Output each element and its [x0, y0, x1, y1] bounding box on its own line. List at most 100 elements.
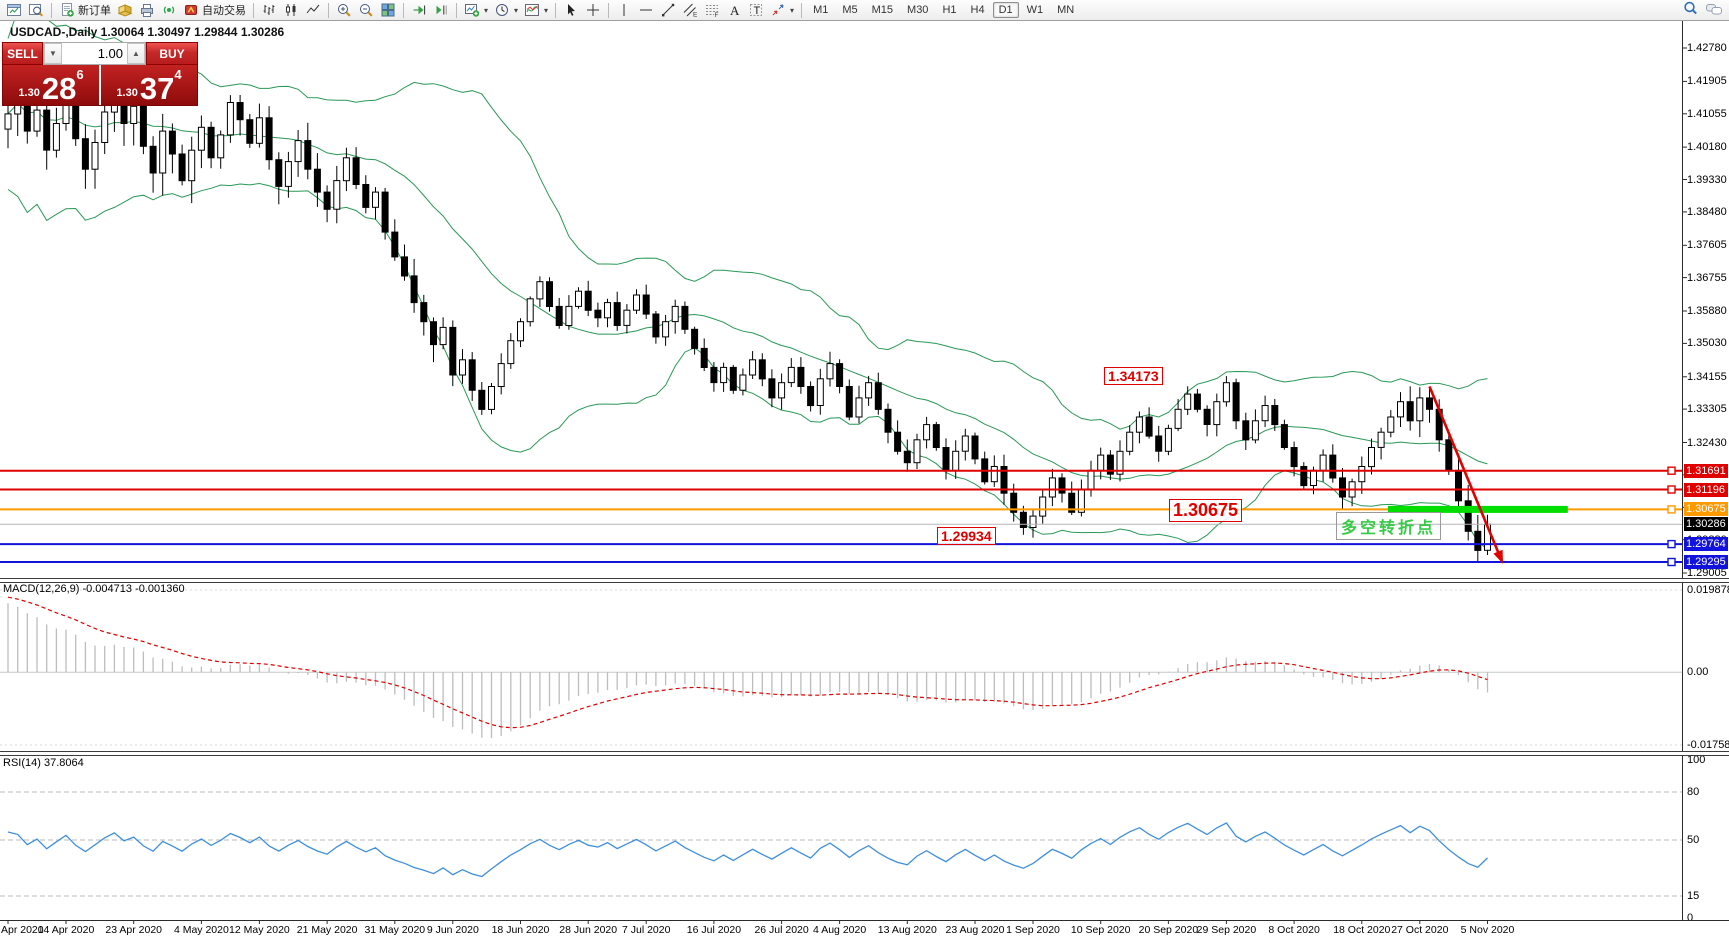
candle-body — [575, 290, 582, 307]
annotation-turning-point-label[interactable]: 多空转折点 — [1336, 512, 1442, 540]
timeframe-m30[interactable]: M30 — [907, 4, 929, 16]
sell-price-main: 28 — [41, 70, 77, 106]
new-order-button[interactable]: 新订单 — [56, 1, 114, 19]
date-label: 18 Oct 2020 — [1333, 924, 1391, 936]
candle-body — [710, 366, 718, 384]
candle-body — [1019, 511, 1027, 528]
tile-windows-icon[interactable] — [377, 1, 399, 19]
sell-price-prefix: 1.30 — [18, 87, 40, 99]
trend-arrow-line[interactable] — [1428, 386, 1503, 561]
crosshair-icon[interactable] — [582, 1, 604, 19]
bollinger-upper-band[interactable] — [7, 11, 1488, 430]
green-zone-bar[interactable] — [1387, 505, 1568, 513]
text-label-icon[interactable]: T — [745, 1, 767, 19]
annotation-support-price-label[interactable]: 1.30675 — [1169, 499, 1243, 522]
bollinger-lower-band[interactable] — [7, 182, 1488, 550]
candle-body — [1445, 439, 1453, 471]
timeframe-m5[interactable]: M5 — [842, 4, 858, 16]
candle-body — [1068, 492, 1076, 513]
metaeditor-icon[interactable] — [114, 1, 136, 19]
buy-price[interactable]: 1.30 37 4 — [101, 65, 197, 105]
search-icon[interactable] — [1682, 0, 1699, 20]
timeframe-d1[interactable]: D1 — [992, 2, 1019, 18]
timeframe-m1[interactable]: M1 — [813, 4, 829, 16]
candle-body — [526, 298, 534, 323]
auto-scroll-icon[interactable] — [408, 1, 430, 19]
candle-body — [1387, 416, 1395, 433]
line-handle[interactable] — [1667, 557, 1676, 567]
price-tick: 1.29005 — [1687, 567, 1727, 580]
candle-body — [1222, 382, 1230, 403]
candle-body — [671, 305, 679, 323]
sell-price[interactable]: 1.30 28 6 — [3, 65, 99, 105]
date-label: 16 Jul 2020 — [686, 924, 742, 936]
toolbar-separator — [253, 2, 254, 18]
bid-ask-display: 1.30 28 6 1.30 37 4 — [2, 65, 198, 106]
sell-button[interactable]: SELL — [2, 42, 43, 65]
arrow-objects-button[interactable]: ▾ — [767, 1, 797, 19]
signal-icon[interactable] — [158, 1, 180, 19]
candle-body — [304, 140, 312, 170]
zoom-out-icon[interactable] — [355, 1, 377, 19]
line-chart-icon[interactable] — [302, 1, 324, 19]
chart-window-icon[interactable] — [3, 1, 25, 19]
timeframe-mn[interactable]: MN — [1057, 4, 1075, 16]
new-chart-button[interactable]: ▾ — [461, 1, 491, 19]
line-handle[interactable] — [1667, 485, 1676, 494]
timeframe-m15[interactable]: M15 — [871, 4, 894, 16]
candlestick-chart-icon[interactable] — [280, 1, 302, 19]
vertical-line-icon[interactable] — [613, 1, 635, 19]
bollinger-middle-band[interactable] — [7, 102, 1488, 480]
line-handle[interactable] — [1667, 505, 1676, 514]
text-icon[interactable]: A — [723, 1, 745, 19]
cursor-icon[interactable] — [560, 1, 582, 19]
pane-separator[interactable] — [0, 751, 1729, 756]
price-tick: 1.38480 — [1687, 205, 1727, 218]
annotation-low-price-label[interactable]: 1.29934 — [937, 527, 996, 545]
candle-body — [1232, 382, 1240, 422]
buy-price-prefix: 1.30 — [116, 87, 138, 99]
timeframe-h4[interactable]: H4 — [970, 4, 985, 16]
data-window-icon[interactable] — [25, 1, 47, 19]
candle-body — [845, 386, 853, 418]
fibonacci-icon[interactable]: F — [701, 1, 723, 19]
buy-price-main: 37 — [139, 70, 175, 106]
line-handle[interactable] — [1667, 539, 1676, 549]
candle-body — [236, 102, 244, 121]
horizontal-line-icon[interactable] — [635, 1, 657, 19]
candle-body — [642, 294, 650, 315]
toolbar-separator — [456, 2, 457, 18]
one-click-trading-panel: SELL ▼ ▲ BUY 1.30 28 6 1.30 37 4 — [2, 42, 198, 106]
candle-body — [758, 359, 766, 380]
timeframe-w1[interactable]: W1 — [1026, 4, 1044, 16]
equidistant-channel-icon[interactable]: E — [679, 1, 701, 19]
line-handle[interactable] — [1667, 466, 1676, 475]
volume-input[interactable] — [62, 43, 127, 64]
candle-body — [1358, 466, 1366, 483]
candle-body — [1048, 477, 1056, 498]
autotrading-button[interactable]: 自动交易 — [180, 1, 249, 19]
timeframe-h1[interactable]: H1 — [942, 4, 957, 16]
price-line-label: 1.29295 — [1684, 554, 1728, 569]
indicators-button[interactable]: ▾ — [521, 1, 551, 19]
volume-decrease-button[interactable]: ▼ — [44, 43, 62, 64]
periodicity-button[interactable]: ▾ — [491, 1, 521, 19]
chat-icon[interactable] — [1705, 1, 1723, 20]
candle-body — [604, 302, 611, 319]
print-icon[interactable] — [136, 1, 158, 19]
candle-body — [1397, 401, 1404, 418]
candle-body — [323, 191, 331, 210]
annotation-high-price-label[interactable]: 1.34173 — [1104, 367, 1163, 385]
buy-button[interactable]: BUY — [146, 42, 198, 65]
volume-increase-button[interactable]: ▲ — [127, 43, 145, 64]
chart-shift-icon[interactable] — [430, 1, 452, 19]
candle-body — [816, 378, 824, 406]
candle-body — [990, 466, 998, 483]
pane-separator[interactable] — [0, 578, 1729, 583]
bar-chart-icon[interactable] — [258, 1, 280, 19]
trendline-icon[interactable] — [657, 1, 679, 19]
svg-text:A: A — [730, 3, 740, 18]
zoom-in-icon[interactable] — [333, 1, 355, 19]
candle-body — [226, 102, 234, 136]
